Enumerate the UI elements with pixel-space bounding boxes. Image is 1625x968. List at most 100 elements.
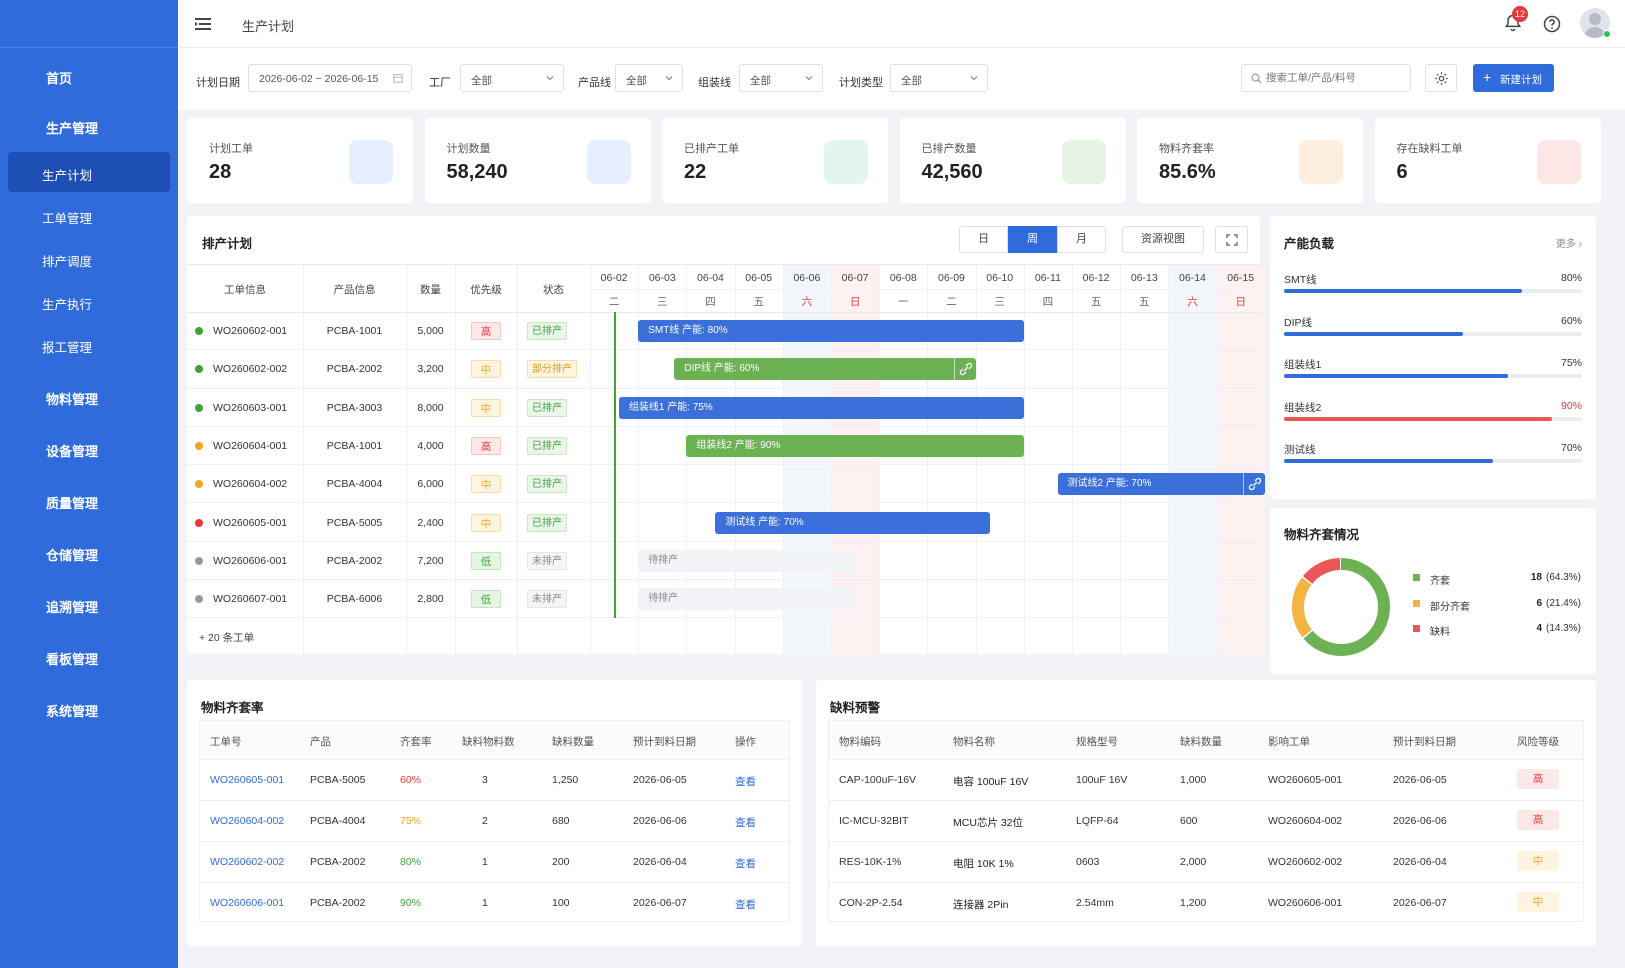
gantt-pending-bar[interactable]: 待排产 xyxy=(638,588,856,611)
kpi-card: 已排产数量 42,560 xyxy=(899,118,1126,203)
capacity-more-link[interactable]: 更多 › xyxy=(1556,235,1582,250)
sidebar-item-box[interactable]: 物料管理 xyxy=(0,379,178,413)
link-icon[interactable] xyxy=(1242,473,1265,496)
sidebar-subitem[interactable]: 生产执行 xyxy=(8,281,170,321)
factory-select[interactable]: 全部 xyxy=(460,64,564,92)
search-box[interactable] xyxy=(1241,64,1411,92)
sidebar-item-device[interactable]: 设备管理 xyxy=(0,431,178,465)
legend-swatch xyxy=(1413,599,1420,607)
chevron-down-icon xyxy=(148,597,162,611)
sidebar-item-label: 设备管理 xyxy=(46,444,99,459)
plan-type-select[interactable]: 全部 xyxy=(890,64,988,92)
gantt-pending-bar[interactable]: 待排产 xyxy=(638,549,856,572)
sidebar-subitem[interactable]: 报工管理 xyxy=(8,324,170,364)
kit-rate-panel: 物料齐套率 工单号 产品 齐套率 缺料物料数 缺料数量 预计到料日期 操作 WO260605-… xyxy=(187,680,802,946)
status-dot xyxy=(195,327,203,335)
order-link[interactable]: WO260602-002 xyxy=(210,856,285,868)
table-cell: 1,250 xyxy=(552,774,579,786)
plus-icon: + xyxy=(1483,69,1492,85)
plan-date-picker[interactable]: 2026-06-02 ~ 2026-06-15 xyxy=(248,64,412,92)
sidebar-item-warehouse[interactable]: 仓储管理 xyxy=(0,535,178,569)
sidebar-brand xyxy=(0,0,178,48)
status-badge: 已排产 xyxy=(527,475,567,494)
view-button-0[interactable]: 日 xyxy=(959,226,1008,253)
day-divider xyxy=(686,264,688,654)
gantt-bar[interactable]: 测试线2 产能: 70% xyxy=(1057,473,1265,496)
view-button-2[interactable]: 月 xyxy=(1057,226,1106,253)
menu-toggle-icon[interactable] xyxy=(194,16,212,32)
gantt-bar[interactable]: 测试线 产能: 70% xyxy=(715,511,991,534)
sidebar-subitem-label: 生产执行 xyxy=(42,298,93,312)
sidebar-subitem[interactable]: 排产调度 xyxy=(8,238,170,278)
more-orders-link[interactable]: + 20 条工单 xyxy=(199,632,255,645)
kit-status-title: 物料齐套情况 xyxy=(1284,528,1360,542)
sidebar-subitem[interactable]: 生产计划 xyxy=(8,152,170,192)
gantt-row[interactable]: WO260607-001 PCBA-6006 2,800 低 未排产 xyxy=(187,580,1260,619)
kpi-icon-box xyxy=(1536,140,1581,184)
gantt-row[interactable]: WO260605-001 PCBA-5005 2,400 中 已排产 xyxy=(187,504,1260,542)
sidebar-item-monitor[interactable]: 看板管理 xyxy=(0,639,178,673)
order-id: WO260607-001 xyxy=(213,593,288,606)
gantt-weekday-header: 二 xyxy=(946,296,957,308)
chevron-down-icon xyxy=(970,76,978,81)
gantt-weekday-header: 日 xyxy=(849,296,861,308)
gantt-bar[interactable]: SMT线 产能: 80% xyxy=(638,320,1024,342)
home-icon xyxy=(16,66,34,84)
sidebar-item-quality[interactable]: 质量管理 xyxy=(0,483,178,517)
gantt-row[interactable]: WO260603-001 PCBA-3003 8,000 中 已排产 xyxy=(187,389,1260,427)
gantt-weekday-header: 一 xyxy=(898,296,909,308)
table-cell: WO260606-001 xyxy=(1268,897,1343,909)
capacity-line-value: 70% xyxy=(1560,442,1582,454)
bar-label: 测试线 产能: 70% xyxy=(725,516,804,528)
kpi-value: 28 xyxy=(209,161,232,183)
donut-slice-0[interactable] xyxy=(1292,558,1390,656)
sidebar-subitem[interactable]: 工单管理 xyxy=(8,195,170,235)
view-link[interactable]: 查看 xyxy=(735,899,756,911)
sidebar-item-clock[interactable]: 生产管理 xyxy=(0,108,178,142)
donut-slice-1[interactable] xyxy=(1292,558,1390,656)
plan-type-value: 全部 xyxy=(901,75,922,87)
sidebar-item-home[interactable]: 首页 xyxy=(0,58,178,92)
sidebar-subitem-label: 报工管理 xyxy=(42,341,93,355)
view-link[interactable]: 查看 xyxy=(735,776,756,788)
gantt-row[interactable]: WO260604-002 PCBA-4004 6,000 中 已排产 xyxy=(187,465,1260,504)
link-icon[interactable] xyxy=(953,358,976,381)
view-link[interactable]: 查看 xyxy=(735,817,756,829)
bar-label: 待排产 xyxy=(648,593,679,605)
gantt-row[interactable]: WO260602-001 PCBA-1001 5,000 高 已排产 xyxy=(187,312,1260,351)
table-header-cell: 规格型号 xyxy=(1076,736,1118,748)
order-link[interactable]: WO260605-001 xyxy=(210,774,285,786)
bar-label: 组装线1 产能: 75% xyxy=(628,401,713,413)
product-id: PCBA-2002 xyxy=(326,363,383,376)
resource-view-button[interactable]: 资源视图 xyxy=(1122,226,1204,253)
help-icon[interactable] xyxy=(1542,14,1562,34)
view-button-1[interactable]: 周 xyxy=(1008,226,1057,253)
gantt-bar[interactable]: 组装线1 产能: 75% xyxy=(618,396,1024,419)
fullscreen-button[interactable] xyxy=(1215,226,1248,253)
kpi-card: 计划数量 58,240 xyxy=(424,118,651,203)
gantt-row[interactable]: WO260604-001 PCBA-1001 4,000 高 已排产 xyxy=(187,427,1260,466)
sidebar-item-trace[interactable]: 追溯管理 xyxy=(0,587,178,621)
chevron-down-icon xyxy=(148,389,162,403)
gantt-row[interactable]: WO260602-002 PCBA-2002 3,200 中 部分排产 xyxy=(187,350,1260,389)
gantt-row[interactable]: WO260606-001 PCBA-2002 7,200 低 未排产 xyxy=(187,542,1260,581)
assembly-line-select[interactable]: 全部 xyxy=(739,64,823,92)
product-line-select[interactable]: 全部 xyxy=(615,64,683,92)
order-link[interactable]: WO260604-002 xyxy=(210,815,285,827)
gantt-bar[interactable]: 组装线2 产能: 90% xyxy=(686,434,1024,457)
sidebar-item-label: 看板管理 xyxy=(46,652,99,667)
day-divider xyxy=(879,264,881,654)
table-cell: IC-MCU-32BIT xyxy=(839,815,909,827)
settings-button[interactable] xyxy=(1425,64,1457,92)
gantt-bar[interactable]: DIP线 产能: 60% xyxy=(674,358,976,381)
sidebar-item-label: 首页 xyxy=(46,71,73,86)
capacity-track xyxy=(1284,331,1582,336)
notification-button[interactable]: 12 xyxy=(1503,6,1529,35)
view-link[interactable]: 查看 xyxy=(735,858,756,870)
search-input[interactable] xyxy=(1266,69,1406,87)
sidebar-item-gear[interactable]: 系统管理 xyxy=(0,691,178,725)
gantt-column-header: 数量 xyxy=(420,284,441,296)
new-plan-button[interactable]: + 新建计划 xyxy=(1473,64,1554,92)
order-link[interactable]: WO260606-001 xyxy=(210,897,285,909)
table-cell: 2026-06-05 xyxy=(633,774,687,786)
